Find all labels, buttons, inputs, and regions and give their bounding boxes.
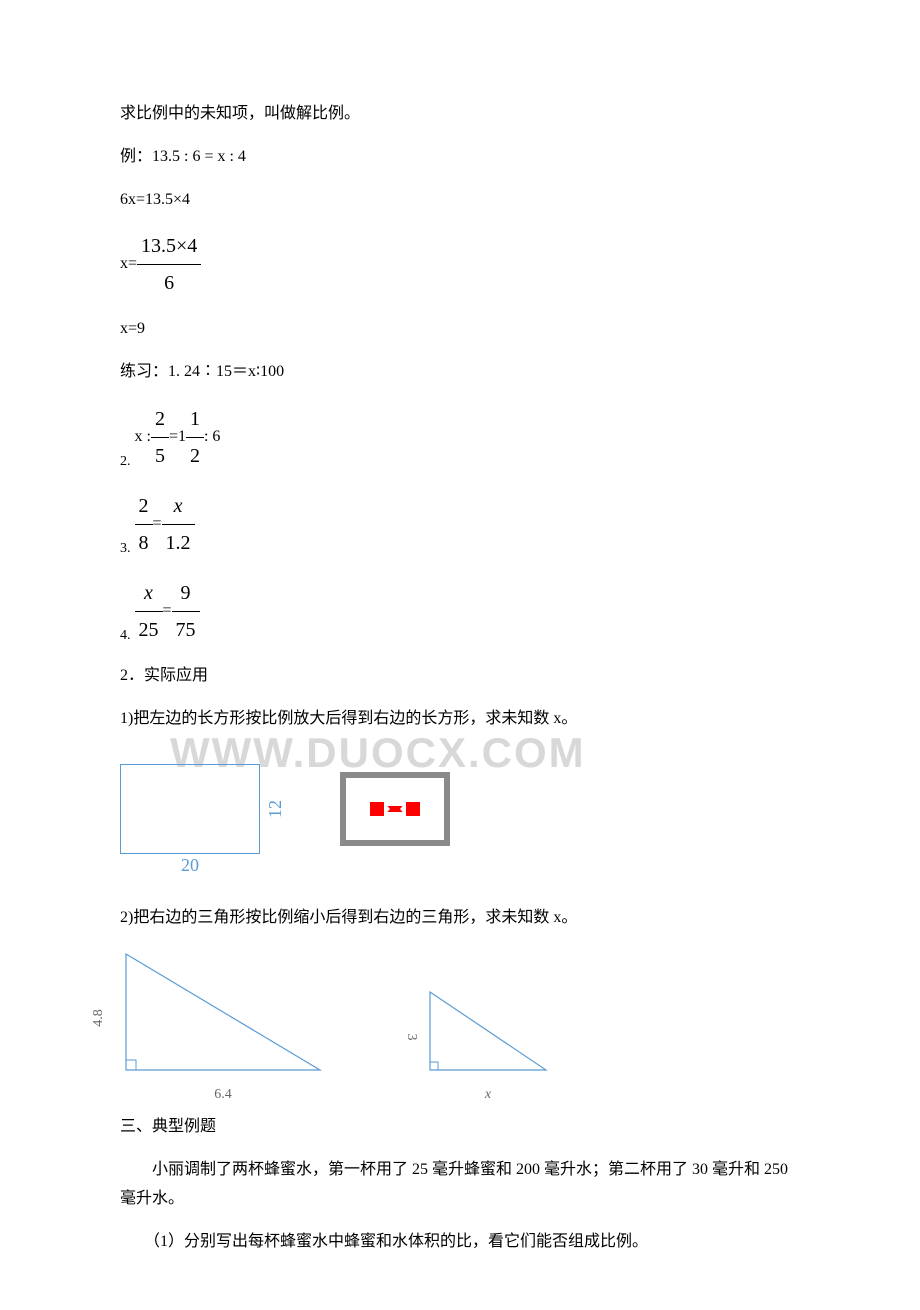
- sub-question-1: （1）分别写出每杯蜂蜜水中蜂蜜和水体积的比，看它们能否组成比例。: [120, 1228, 800, 1257]
- broken-image-icon: [370, 794, 420, 824]
- p4-label: 4.: [120, 623, 131, 648]
- p3-label: 3.: [120, 536, 131, 561]
- intro-text: 求比例中的未知项，叫做解比例。: [120, 100, 800, 129]
- practice-3: 3. 2 8 = x 1.2: [120, 488, 800, 561]
- practice-2: 2. x : 2 5 =1 1 2 : 6: [120, 401, 800, 474]
- practice-label: 练习：1. 24∶15＝x∶100: [120, 358, 800, 387]
- p2-text1: x :: [135, 423, 151, 452]
- triangle-row: 4.8 6.4 3 x: [120, 952, 800, 1083]
- p2-frac2-num: 1: [186, 401, 204, 438]
- section-2: 2．实际应用: [120, 662, 800, 691]
- p3-eq: =: [153, 510, 162, 539]
- step2-num: 13.5×4: [137, 228, 201, 265]
- p3-frac1-den: 8: [135, 525, 153, 561]
- p3-frac2: x 1.2: [162, 488, 195, 561]
- p2-text2: =1: [169, 423, 186, 452]
- step2-fraction: 13.5×4 6: [137, 228, 201, 301]
- tri1-label-left: 4.8: [86, 1009, 111, 1027]
- p2-frac2: 1 2: [186, 401, 204, 474]
- p4-frac2-den: 75: [172, 612, 200, 648]
- rectangle-1-container: 20 12: [120, 764, 260, 854]
- triangle-1-container: 4.8 6.4: [120, 952, 326, 1083]
- p2-frac2-den: 2: [186, 438, 204, 474]
- tri1-label-bottom: 6.4: [214, 1082, 232, 1107]
- question-2: 2)把右边的三角形按比例缩小后得到右边的三角形，求未知数 x。: [120, 904, 800, 933]
- tri2-label-bottom: x: [485, 1082, 491, 1107]
- rectangle-row: 20 12: [120, 764, 800, 854]
- p3-frac2-den: 1.2: [162, 525, 195, 561]
- p3-frac1: 2 8: [135, 488, 153, 561]
- rectangle-1: [120, 764, 260, 854]
- p2-frac1-num: 2: [151, 401, 169, 438]
- section-3: 三、典型例题: [120, 1113, 800, 1142]
- p2-label: 2.: [120, 449, 131, 474]
- p4-frac1-den: 25: [135, 612, 163, 648]
- triangle-2: [426, 990, 550, 1072]
- rect1-label-bottom: 20: [181, 849, 199, 881]
- step2-prefix: x=: [120, 250, 137, 279]
- step2-den: 6: [137, 265, 201, 301]
- p2-text3: : 6: [204, 423, 220, 452]
- p3-frac1-num: 2: [135, 488, 153, 525]
- p4-frac1: x 25: [135, 575, 163, 648]
- tri2-label-left: 3: [399, 1033, 424, 1040]
- p4-eq: =: [163, 597, 172, 626]
- triangle-1: [120, 952, 326, 1072]
- p2-frac1: 2 5: [151, 401, 169, 474]
- practice-4: 4. x 25 = 9 75: [120, 575, 800, 648]
- question-1: 1)把左边的长方形按比例放大后得到右边的长方形，求未知数 x。: [120, 705, 800, 734]
- p4-frac1-num: x: [135, 575, 163, 612]
- rect1-label-right: 12: [259, 800, 291, 818]
- p4-frac2-num: 9: [172, 575, 200, 612]
- broken-image-box: [340, 772, 450, 846]
- p4-frac2: 9 75: [172, 575, 200, 648]
- p3-frac2-num: x: [162, 488, 195, 525]
- step2: x= 13.5×4 6: [120, 228, 800, 301]
- example-line: 例：13.5 : 6 = x : 4: [120, 143, 800, 172]
- p2-frac1-den: 5: [151, 438, 169, 474]
- triangle-2-container: 3 x: [426, 990, 550, 1083]
- step1: 6x=13.5×4: [120, 186, 800, 215]
- problem-text: 小丽调制了两杯蜂蜜水，第一杯用了 25 毫升蜂蜜和 200 毫升水；第二杯用了 …: [120, 1156, 800, 1214]
- step3: x=9: [120, 315, 800, 344]
